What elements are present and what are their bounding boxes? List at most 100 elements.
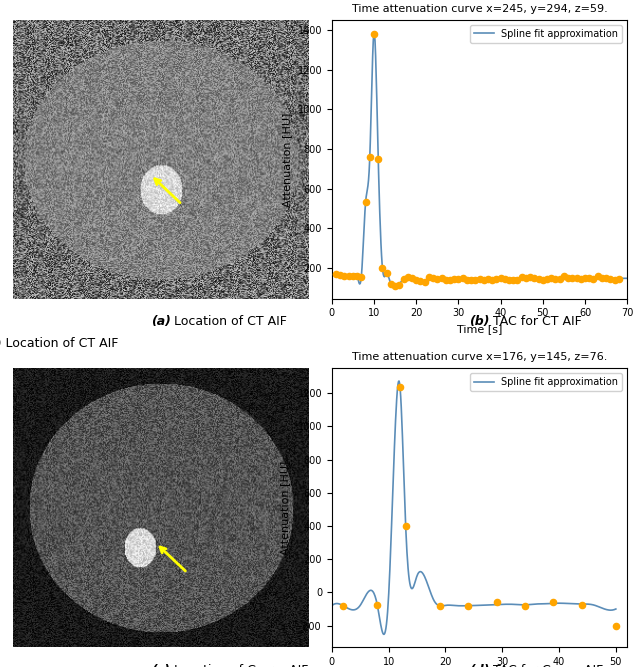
Legend: Spline fit approximation: Spline fit approximation xyxy=(470,25,622,43)
Point xyxy=(555,274,565,285)
Spline fit approximation xyxy=(483,601,490,609)
Point xyxy=(348,271,358,281)
Spline fit approximation xyxy=(618,274,625,282)
Point xyxy=(445,275,455,285)
Point xyxy=(580,272,590,283)
Spline fit approximation xyxy=(470,274,477,282)
Point xyxy=(372,600,382,610)
Point xyxy=(504,275,514,285)
Title: Time attenuation curve x=245, y=294, z=59.: Time attenuation curve x=245, y=294, z=5… xyxy=(351,4,607,14)
Point xyxy=(508,275,518,285)
Spline fit approximation xyxy=(390,282,397,290)
Point xyxy=(435,600,445,611)
Point xyxy=(516,271,527,282)
Point xyxy=(399,273,409,284)
Point xyxy=(584,273,595,283)
Point xyxy=(520,600,530,611)
Point xyxy=(479,275,489,285)
Point xyxy=(572,273,582,283)
Point xyxy=(559,271,569,281)
Point xyxy=(500,274,510,285)
Text: Location of CT AIF: Location of CT AIF xyxy=(170,315,287,328)
Point xyxy=(432,273,442,284)
Point xyxy=(390,281,400,291)
Spline fit approximation xyxy=(471,274,479,282)
Point xyxy=(611,620,621,631)
Point xyxy=(356,271,367,282)
Point xyxy=(495,273,506,283)
Spline fit approximation xyxy=(623,274,631,282)
Spline fit approximation xyxy=(464,602,472,610)
Point xyxy=(463,600,473,611)
Text: (a) Location of CT AIF: (a) Location of CT AIF xyxy=(0,337,118,350)
Title: Time attenuation curve x=176, y=145, z=76.: Time attenuation curve x=176, y=145, z=7… xyxy=(352,352,607,362)
Point xyxy=(449,273,460,284)
Point xyxy=(335,269,346,280)
Spline fit approximation xyxy=(612,605,620,613)
Spline fit approximation xyxy=(466,602,474,610)
Point xyxy=(411,275,421,285)
Point xyxy=(458,273,468,283)
Spline fit approximation xyxy=(572,274,579,282)
Point xyxy=(525,271,535,282)
Text: (d): (d) xyxy=(469,664,490,667)
Spline fit approximation xyxy=(498,600,506,608)
Spline fit approximation xyxy=(489,274,497,282)
Line: Spline fit approximation: Spline fit approximation xyxy=(332,381,616,634)
Spline fit approximation xyxy=(505,274,513,282)
Text: TAC for C-arm AIF: TAC for C-arm AIF xyxy=(489,664,604,667)
Spline fit approximation xyxy=(328,271,335,279)
Point xyxy=(492,273,502,284)
Text: (a): (a) xyxy=(150,315,170,328)
Point xyxy=(534,274,544,285)
Point xyxy=(344,271,354,281)
Point xyxy=(338,600,348,611)
Point xyxy=(483,274,493,285)
Point xyxy=(440,275,451,285)
Point xyxy=(529,273,540,283)
Point xyxy=(378,263,388,273)
Point xyxy=(567,272,577,283)
Point xyxy=(605,274,616,285)
Point xyxy=(542,274,552,285)
Spline fit approximation xyxy=(562,600,570,608)
Point xyxy=(550,273,561,284)
Point xyxy=(577,600,587,610)
Point xyxy=(403,271,413,282)
Point xyxy=(395,382,405,392)
Point xyxy=(593,271,603,281)
Point xyxy=(563,273,573,283)
Point xyxy=(601,273,611,283)
Point xyxy=(407,273,417,283)
Point xyxy=(428,273,438,283)
Point xyxy=(609,275,620,285)
Point xyxy=(386,279,396,289)
Point xyxy=(365,151,375,162)
Point xyxy=(466,275,476,285)
Point xyxy=(487,274,497,285)
Point xyxy=(575,274,586,285)
Point xyxy=(424,271,434,282)
Y-axis label: Attenuation [HU]: Attenuation [HU] xyxy=(282,112,292,207)
Point xyxy=(360,197,371,208)
Point xyxy=(394,279,404,290)
Point xyxy=(513,274,523,285)
Point xyxy=(373,153,383,164)
Point xyxy=(596,273,607,283)
Point xyxy=(381,267,392,278)
Point xyxy=(470,274,481,285)
Point xyxy=(548,596,559,607)
Point xyxy=(339,270,349,281)
Point xyxy=(546,273,556,283)
Point xyxy=(369,29,379,39)
Spline fit approximation xyxy=(380,630,387,638)
Spline fit approximation xyxy=(328,602,335,610)
Point xyxy=(588,273,598,284)
Point xyxy=(461,275,472,285)
Point xyxy=(352,271,362,281)
Spline fit approximation xyxy=(606,606,614,614)
Y-axis label: Attenuation [HU]: Attenuation [HU] xyxy=(280,460,290,555)
Point xyxy=(521,273,531,283)
Point xyxy=(420,277,430,287)
Legend: Spline fit approximation: Spline fit approximation xyxy=(470,374,622,391)
